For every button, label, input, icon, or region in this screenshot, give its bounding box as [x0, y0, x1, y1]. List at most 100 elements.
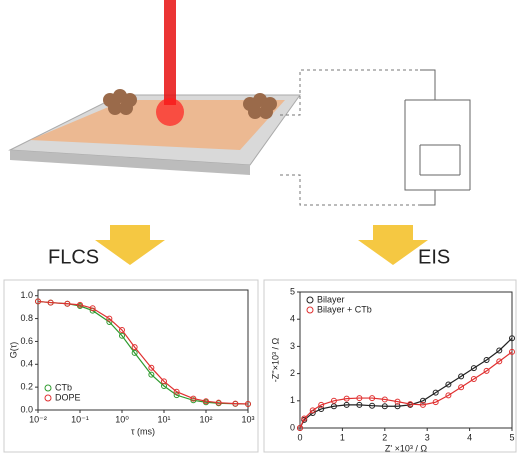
data-point [161, 378, 167, 385]
y-axis-label: -Z''×10³ / Ω [270, 338, 280, 383]
series-line [37, 300, 249, 405]
panel [3, 279, 259, 453]
data-point [131, 344, 138, 351]
data-point [432, 389, 439, 396]
data-point [509, 348, 515, 355]
data-point [381, 403, 388, 410]
protein [243, 93, 277, 119]
arrow [358, 225, 428, 265]
data-point [509, 335, 515, 342]
data-point [203, 398, 209, 405]
data-point [173, 392, 180, 399]
data-point [64, 300, 71, 307]
method-label: FLCS [48, 246, 99, 268]
data-point [309, 407, 316, 414]
legend-marker [306, 306, 314, 314]
legend-label: CTb [55, 382, 72, 392]
x-tick-label: 2 [382, 432, 387, 442]
data-point [330, 397, 337, 404]
data-point [106, 319, 113, 325]
data-point [190, 395, 197, 402]
slab-edge [10, 150, 250, 175]
plot-frame [37, 289, 249, 411]
data-point [419, 401, 426, 408]
data-point [148, 371, 155, 378]
x-tick-label: 10³ [241, 414, 254, 424]
y-tick-label: 5 [290, 286, 295, 296]
legend-label: Bilayer [317, 294, 345, 304]
x-tick-label: 10⁻¹ [71, 414, 89, 424]
x-tick-label: 10¹ [157, 414, 170, 424]
x-axis-label: τ (ms) [131, 426, 155, 436]
legend-marker [44, 384, 52, 392]
y-tick-label: 3 [290, 341, 295, 351]
x-tick-label: 10⁰ [115, 414, 129, 424]
y-tick-label: 0.4 [20, 359, 33, 369]
x-tick-label: 0 [297, 432, 302, 442]
data-point [119, 332, 125, 339]
data-point [106, 315, 113, 322]
x-tick-label: 10⁻² [29, 414, 47, 424]
data-point [394, 398, 401, 405]
data-point [356, 395, 363, 402]
data-point [297, 425, 303, 431]
x-axis-label: Z' ×10³ / Ω [385, 443, 427, 453]
data-point [318, 405, 325, 412]
data-point [343, 401, 350, 408]
y-tick-label: 0.2 [20, 382, 33, 392]
data-point [419, 397, 426, 404]
protein [103, 89, 137, 115]
y-tick-label: 0.8 [20, 313, 33, 323]
data-point [483, 367, 490, 374]
y-tick-label: 0.6 [20, 336, 33, 346]
data-point [215, 399, 222, 406]
data-point [245, 400, 251, 407]
x-tick-label: 4 [467, 432, 472, 442]
legend-label: Bilayer + CTb [317, 304, 372, 314]
series-line [299, 337, 513, 429]
y-tick-label: 1 [290, 395, 295, 405]
data-point [148, 364, 155, 371]
data-point [445, 381, 452, 388]
y-tick-label: 2 [290, 368, 295, 378]
wire [280, 69, 420, 206]
data-point [119, 327, 125, 333]
data-point [496, 358, 503, 365]
membrane [30, 100, 285, 150]
method-label: EIS [418, 246, 450, 268]
data-point [190, 397, 197, 404]
data-point [47, 299, 54, 306]
data-point [318, 401, 325, 408]
series-line [299, 351, 513, 429]
y-tick-label: 4 [290, 314, 295, 324]
data-point [77, 301, 83, 308]
plot-frame [299, 291, 513, 429]
data-point [470, 365, 477, 372]
arrow [95, 225, 165, 265]
data-point [458, 373, 465, 380]
data-point [470, 376, 477, 383]
data-point [89, 305, 96, 312]
x-tick-label: 3 [425, 432, 430, 442]
data-point [458, 384, 465, 391]
data-point [496, 347, 503, 354]
y-tick-label: 0.0 [20, 404, 33, 414]
data-point [232, 400, 239, 407]
circuit [404, 69, 471, 206]
data-point [131, 349, 138, 356]
data-point [356, 401, 363, 408]
data-point [369, 395, 376, 402]
laser [164, 0, 176, 105]
data-point [445, 392, 452, 399]
focus [156, 98, 184, 126]
data-point [343, 395, 350, 402]
x-tick-label: 10² [199, 414, 212, 424]
legend-marker [306, 296, 314, 304]
y-tick-label: 0 [290, 422, 295, 432]
data-point [432, 399, 439, 406]
x-tick-label: 5 [509, 432, 514, 442]
data-point [483, 357, 490, 363]
data-point [173, 388, 180, 395]
data-point [301, 415, 308, 422]
